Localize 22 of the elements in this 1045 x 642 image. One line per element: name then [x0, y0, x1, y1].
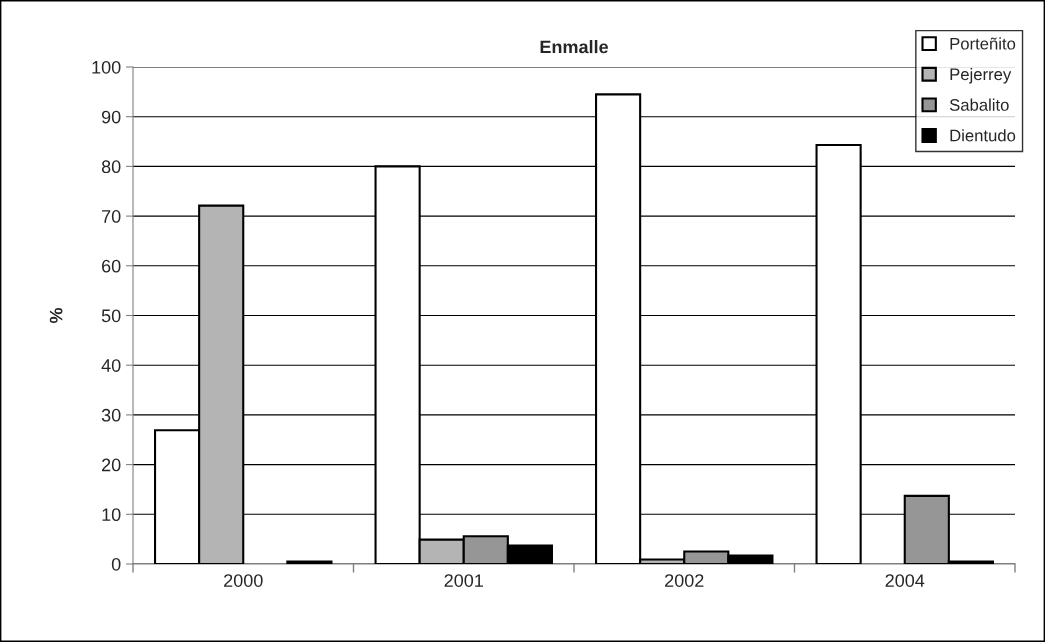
- x-tick-label: 2001: [444, 574, 483, 587]
- legend-label: Dientudo: [950, 129, 1016, 142]
- legend-label: Pejerrey: [950, 67, 1012, 84]
- y-axis-title: %: [49, 307, 63, 324]
- legend-label: Sabalito: [949, 98, 1009, 111]
- y-tick-label: 20: [102, 458, 121, 472]
- x-tick-label: 2000: [224, 574, 263, 587]
- y-tick-label: 0: [111, 557, 121, 571]
- x-tick-label: 2004: [885, 574, 925, 587]
- bar: [286, 560, 333, 564]
- y-tick-label: 90: [101, 110, 121, 124]
- legend-label: Porteñito: [950, 37, 1016, 50]
- y-tick-label: 50: [101, 309, 121, 323]
- y-tick-label: 100: [92, 60, 121, 74]
- y-tick-label: 40: [101, 359, 121, 372]
- x-tick-label: 2002: [665, 574, 704, 587]
- y-tick-label: 60: [102, 259, 121, 273]
- y-tick-label: 80: [101, 160, 121, 174]
- y-tick-label: 30: [101, 408, 121, 422]
- y-tick-label: 10: [102, 508, 121, 522]
- y-tick-label: 70: [102, 210, 121, 223]
- chart-title: Enmalle: [540, 40, 609, 54]
